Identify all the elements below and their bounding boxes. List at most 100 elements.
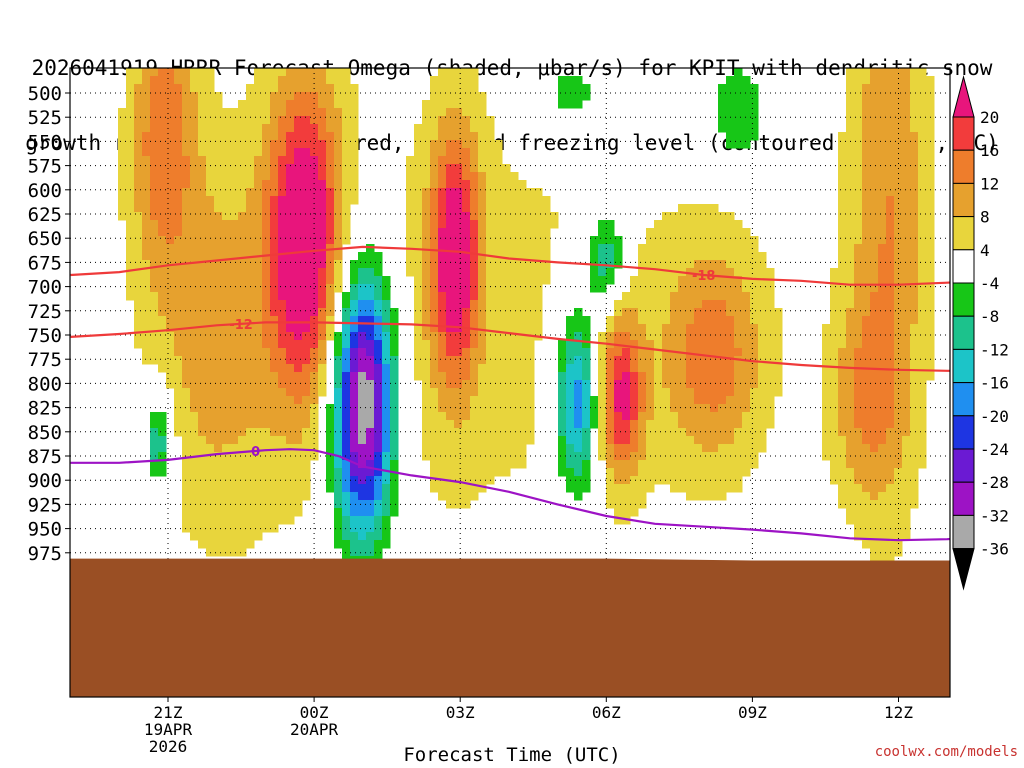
omega-cell <box>902 76 911 85</box>
omega-cell <box>190 332 199 341</box>
omega-cell <box>358 548 367 557</box>
omega-cell <box>318 84 327 93</box>
omega-cell <box>886 204 895 213</box>
omega-cell <box>294 236 303 245</box>
omega-cell <box>262 380 271 389</box>
omega-cell <box>486 140 495 149</box>
omega-cell <box>430 244 439 253</box>
omega-cell <box>670 412 679 421</box>
omega-cell <box>870 76 879 85</box>
omega-cell <box>926 284 935 293</box>
omega-cell <box>518 372 527 381</box>
omega-cell <box>254 156 263 165</box>
omega-cell <box>846 196 855 205</box>
omega-cell <box>574 420 583 429</box>
omega-cell <box>470 300 479 309</box>
omega-cell <box>574 372 583 381</box>
omega-cell <box>318 340 327 349</box>
omega-cell <box>478 236 487 245</box>
omega-cell <box>182 84 191 93</box>
omega-cell <box>662 236 671 245</box>
omega-cell <box>918 260 927 269</box>
omega-cell <box>710 268 719 277</box>
omega-cell <box>702 388 711 397</box>
omega-cell <box>654 292 663 301</box>
omega-cell <box>158 460 167 469</box>
omega-cell <box>238 540 247 549</box>
omega-cell <box>302 356 311 365</box>
omega-cell <box>294 252 303 261</box>
omega-cell <box>342 84 351 93</box>
omega-cell <box>350 340 359 349</box>
omega-cell <box>582 348 591 357</box>
omega-cell <box>702 428 711 437</box>
omega-cell <box>614 236 623 245</box>
omega-cell <box>614 460 623 469</box>
omega-cell <box>318 76 327 85</box>
omega-cell <box>318 276 327 285</box>
omega-cell <box>254 364 263 373</box>
omega-cell <box>862 196 871 205</box>
y-tick-label: 725 <box>28 301 62 323</box>
omega-cell <box>502 332 511 341</box>
omega-cell <box>702 468 711 477</box>
omega-cell <box>870 444 879 453</box>
omega-cell <box>830 404 839 413</box>
omega-cell <box>206 116 215 125</box>
omega-cell <box>862 340 871 349</box>
omega-cell <box>198 268 207 277</box>
omega-cell <box>150 260 159 269</box>
omega-cell <box>518 412 527 421</box>
omega-cell <box>166 316 175 325</box>
omega-cell <box>462 372 471 381</box>
omega-cell <box>870 292 879 301</box>
omega-cell <box>478 356 487 365</box>
omega-cell <box>486 316 495 325</box>
credit-text[interactable]: coolwx.com/models <box>874 744 1018 760</box>
omega-cell <box>454 108 463 117</box>
omega-cell <box>246 284 255 293</box>
omega-cell <box>174 396 183 405</box>
omega-cell <box>334 492 343 501</box>
omega-cell <box>606 356 615 365</box>
omega-cell <box>230 372 239 381</box>
omega-cell <box>862 92 871 101</box>
omega-cell <box>358 460 367 469</box>
omega-cell <box>678 340 687 349</box>
omega-cell <box>446 332 455 341</box>
omega-cell <box>870 164 879 173</box>
omega-cell <box>126 164 135 173</box>
omega-cell <box>406 188 415 197</box>
omega-cell <box>278 300 287 309</box>
omega-cell <box>622 476 631 485</box>
omega-cell <box>678 364 687 373</box>
omega-cell <box>750 308 759 317</box>
omega-cell <box>750 412 759 421</box>
omega-cell <box>502 300 511 309</box>
omega-cell <box>486 180 495 189</box>
omega-cell <box>430 348 439 357</box>
omega-cell <box>526 236 535 245</box>
omega-cell <box>742 404 751 413</box>
omega-cell <box>254 388 263 397</box>
omega-cell <box>486 332 495 341</box>
omega-cell <box>894 236 903 245</box>
omega-cell <box>406 204 415 213</box>
omega-cell <box>566 388 575 397</box>
omega-cell <box>246 468 255 477</box>
omega-cell <box>902 212 911 221</box>
omega-cell <box>606 444 615 453</box>
omega-cell <box>750 332 759 341</box>
x-tick-label: 03Z <box>446 703 475 722</box>
omega-cell <box>166 172 175 181</box>
omega-cell <box>246 372 255 381</box>
omega-cell <box>870 132 879 141</box>
omega-cell <box>734 84 743 93</box>
omega-cell <box>470 428 479 437</box>
omega-cell <box>358 420 367 429</box>
omega-cell <box>158 340 167 349</box>
omega-cell <box>262 204 271 213</box>
omega-cell <box>878 252 887 261</box>
omega-cell <box>878 92 887 101</box>
omega-cell <box>134 132 143 141</box>
